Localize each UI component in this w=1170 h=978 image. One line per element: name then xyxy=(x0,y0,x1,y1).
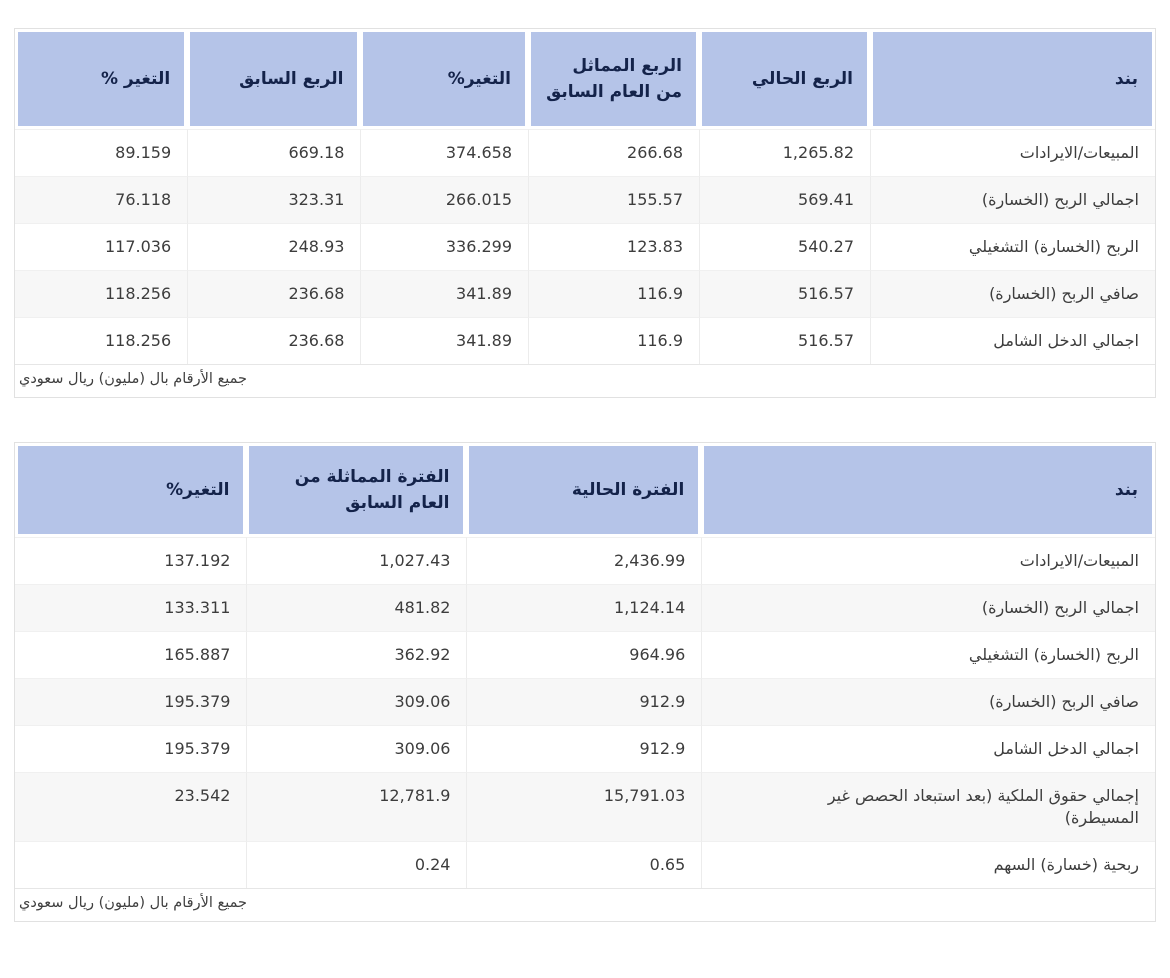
table-row: اجمالي الدخل الشامل 912.9 309.06 195.379 xyxy=(15,725,1155,772)
previous-quarter-value: 248.93 xyxy=(187,223,361,270)
period-header-row: بند الفترة الحالية الفترة المماثلة من ال… xyxy=(15,443,1155,537)
change-value: 137.192 xyxy=(15,537,247,584)
row-label-text: الربح (الخسارة) التشغيلي xyxy=(968,645,1139,664)
table-row: ربحية (خسارة) السهم 0.65 0.24 xyxy=(15,841,1155,888)
change-value: 23.542 xyxy=(15,772,247,841)
currency-footnote: جميع الأرقام بال (مليون) ريال سعودي xyxy=(15,888,1155,921)
change-value: 133.311 xyxy=(15,584,247,631)
column-header-item: بند xyxy=(701,443,1155,537)
table-row: صافي الربح (الخسارة) 912.9 309.06 195.37… xyxy=(15,678,1155,725)
row-label: المبيعات/الايرادات xyxy=(701,537,1155,584)
period-results-panel: بند الفترة الحالية الفترة المماثلة من ال… xyxy=(14,442,1156,922)
row-label: اجمالي الربح (الخسارة) xyxy=(870,176,1155,223)
row-label: الربح (الخسارة) التشغيلي xyxy=(870,223,1155,270)
current-period-value: 912.9 xyxy=(466,725,702,772)
table-row: صافي الربح (الخسارة) 516.57 116.9 341.89… xyxy=(15,270,1155,317)
change-vs-previous-value: 118.256 xyxy=(15,317,188,364)
change-value xyxy=(15,841,247,888)
change-vs-same-value: 266.015 xyxy=(360,176,528,223)
same-quarter-last-year-value: 123.83 xyxy=(528,223,699,270)
column-header-change-vs-previous: التغير % xyxy=(15,29,188,129)
table-row: المبيعات/الايرادات 2,436.99 1,027.43 137… xyxy=(15,537,1155,584)
change-value: 195.379 xyxy=(15,725,247,772)
column-header-current-quarter: الربع الحالي xyxy=(699,29,870,129)
same-period-last-year-value: 0.24 xyxy=(246,841,467,888)
quarterly-results-panel: بند الربع الحالي الربع المماثل من العام … xyxy=(14,28,1156,398)
same-quarter-last-year-value: 116.9 xyxy=(528,270,699,317)
row-label-text: صافي الربح (الخسارة) xyxy=(989,692,1139,711)
current-quarter-value: 540.27 xyxy=(699,223,870,270)
row-label-text: ربحية (خسارة) السهم xyxy=(993,855,1139,874)
quarterly-header-row: بند الربع الحالي الربع المماثل من العام … xyxy=(15,29,1155,129)
current-period-value: 964.96 xyxy=(466,631,702,678)
row-label: إجمالي حقوق الملكية (بعد استبعاد الحصص غ… xyxy=(701,772,1155,841)
table-row: اجمالي الربح (الخسارة) 569.41 155.57 266… xyxy=(15,176,1155,223)
column-header-change-vs-same: التغير% xyxy=(360,29,528,129)
row-label: صافي الربح (الخسارة) xyxy=(870,270,1155,317)
previous-quarter-value: 236.68 xyxy=(187,270,361,317)
table-row: الربح (الخسارة) التشغيلي 540.27 123.83 3… xyxy=(15,223,1155,270)
row-label: صافي الربح (الخسارة) xyxy=(701,678,1155,725)
row-label-text: اجمالي الدخل الشامل xyxy=(993,739,1139,758)
current-period-value: 0.65 xyxy=(466,841,702,888)
quarterly-results-table: بند الربع الحالي الربع المماثل من العام … xyxy=(15,29,1155,364)
current-period-value: 1,124.14 xyxy=(466,584,702,631)
table-row: الربح (الخسارة) التشغيلي 964.96 362.92 1… xyxy=(15,631,1155,678)
current-period-value: 15,791.03 xyxy=(466,772,702,841)
row-label-text: المبيعات/الايرادات xyxy=(1019,551,1139,570)
same-quarter-last-year-value: 266.68 xyxy=(528,129,699,176)
currency-footnote: جميع الأرقام بال (مليون) ريال سعودي xyxy=(15,364,1155,397)
column-header-previous-quarter: الربع السابق xyxy=(187,29,361,129)
current-period-value: 2,436.99 xyxy=(466,537,702,584)
row-label-text: اجمالي الربح (الخسارة) xyxy=(981,598,1139,617)
table-row: اجمالي الربح (الخسارة) 1,124.14 481.82 1… xyxy=(15,584,1155,631)
same-period-last-year-value: 12,781.9 xyxy=(246,772,467,841)
change-vs-previous-value: 117.036 xyxy=(15,223,188,270)
row-label: ربحية (خسارة) السهم xyxy=(701,841,1155,888)
change-vs-previous-value: 89.159 xyxy=(15,129,188,176)
current-quarter-value: 1,265.82 xyxy=(699,129,870,176)
previous-quarter-value: 669.18 xyxy=(187,129,361,176)
row-label: المبيعات/الايرادات xyxy=(870,129,1155,176)
change-vs-same-value: 374.658 xyxy=(360,129,528,176)
change-value: 165.887 xyxy=(15,631,247,678)
row-label: الربح (الخسارة) التشغيلي xyxy=(701,631,1155,678)
change-vs-previous-value: 76.118 xyxy=(15,176,188,223)
row-label-text: إجمالي حقوق الملكية (بعد استبعاد الحصص غ… xyxy=(827,786,1139,827)
table-row: اجمالي الدخل الشامل 516.57 116.9 341.89 … xyxy=(15,317,1155,364)
row-label: اجمالي الدخل الشامل xyxy=(701,725,1155,772)
current-period-value: 912.9 xyxy=(466,678,702,725)
column-header-same-period-last-year: الفترة المماثلة من العام السابق xyxy=(246,443,467,537)
change-vs-same-value: 336.299 xyxy=(360,223,528,270)
same-quarter-last-year-value: 155.57 xyxy=(528,176,699,223)
row-label: اجمالي الدخل الشامل xyxy=(870,317,1155,364)
current-quarter-value: 516.57 xyxy=(699,270,870,317)
change-vs-same-value: 341.89 xyxy=(360,270,528,317)
row-label: اجمالي الربح (الخسارة) xyxy=(701,584,1155,631)
change-value: 195.379 xyxy=(15,678,247,725)
table-row: إجمالي حقوق الملكية (بعد استبعاد الحصص غ… xyxy=(15,772,1155,841)
table-row: المبيعات/الايرادات 1,265.82 266.68 374.6… xyxy=(15,129,1155,176)
column-header-current-period: الفترة الحالية xyxy=(466,443,702,537)
change-vs-previous-value: 118.256 xyxy=(15,270,188,317)
same-period-last-year-value: 309.06 xyxy=(246,725,467,772)
previous-quarter-value: 236.68 xyxy=(187,317,361,364)
column-header-change: التغير% xyxy=(15,443,247,537)
same-quarter-last-year-value: 116.9 xyxy=(528,317,699,364)
change-vs-same-value: 341.89 xyxy=(360,317,528,364)
same-period-last-year-value: 1,027.43 xyxy=(246,537,467,584)
column-header-same-quarter-last-year: الربع المماثل من العام السابق xyxy=(528,29,699,129)
current-quarter-value: 569.41 xyxy=(699,176,870,223)
same-period-last-year-value: 362.92 xyxy=(246,631,467,678)
same-period-last-year-value: 481.82 xyxy=(246,584,467,631)
previous-quarter-value: 323.31 xyxy=(187,176,361,223)
period-results-table: بند الفترة الحالية الفترة المماثلة من ال… xyxy=(15,443,1155,888)
column-header-item: بند xyxy=(870,29,1155,129)
current-quarter-value: 516.57 xyxy=(699,317,870,364)
same-period-last-year-value: 309.06 xyxy=(246,678,467,725)
